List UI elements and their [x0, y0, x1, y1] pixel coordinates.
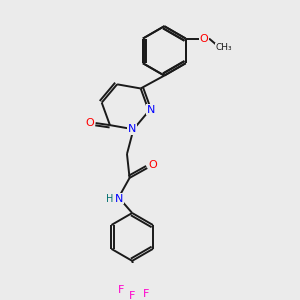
- Text: F: F: [142, 289, 149, 299]
- Text: O: O: [85, 118, 94, 128]
- Text: F: F: [129, 291, 136, 300]
- Text: O: O: [148, 160, 158, 170]
- Text: N: N: [147, 105, 155, 115]
- Text: F: F: [118, 284, 124, 295]
- Text: O: O: [200, 34, 208, 44]
- Text: H: H: [106, 194, 113, 204]
- Text: N: N: [128, 124, 136, 134]
- Text: N: N: [115, 194, 124, 204]
- Text: CH₃: CH₃: [215, 43, 232, 52]
